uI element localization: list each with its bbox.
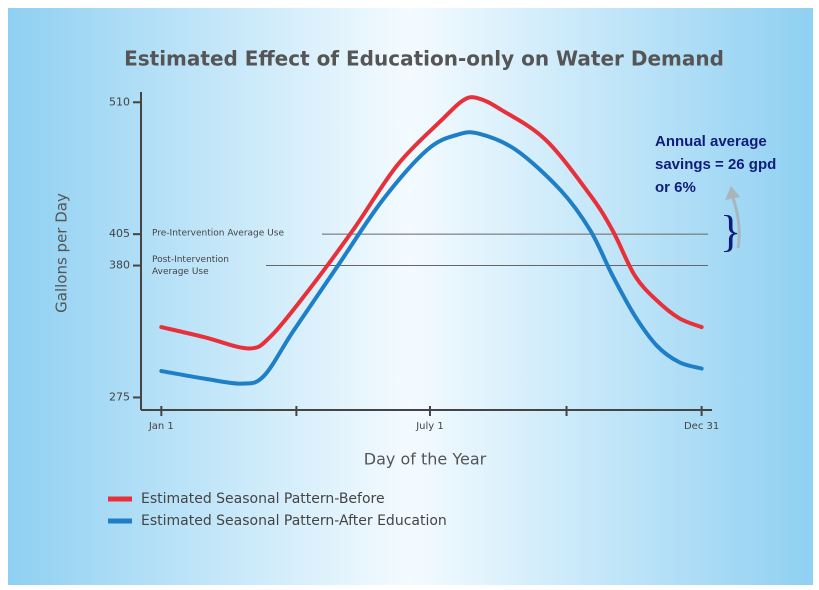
x-tick-label: July 1 <box>415 421 444 432</box>
annotation: savings = 26 gpd <box>655 156 776 173</box>
x-axis-label: Day of the Year <box>364 450 487 469</box>
series-line <box>159 95 704 351</box>
x-tick-label: Jan 1 <box>148 421 174 432</box>
series-line <box>159 130 704 386</box>
y-axis-label: Gallons per Day <box>53 193 71 313</box>
reference-label: Post-Intervention <box>152 255 229 265</box>
y-tick-label: 380 <box>109 259 130 272</box>
arrow-head <box>725 186 740 200</box>
annotation: or 6% <box>655 179 696 196</box>
y-tick-label: 275 <box>109 390 130 403</box>
legend-label: Estimated Seasonal Pattern-Before <box>141 491 385 507</box>
y-tick-label: 405 <box>109 227 130 240</box>
arrow <box>731 197 741 249</box>
legend-label: Estimated Seasonal Pattern-After Educati… <box>141 513 447 529</box>
y-tick-label: 510 <box>109 95 130 108</box>
annotation: Annual average <box>655 133 767 150</box>
brace: } <box>720 207 741 256</box>
reference-label: Average Use <box>152 267 209 277</box>
background <box>8 8 813 585</box>
reference-label: Pre-Intervention Average Use <box>152 229 284 239</box>
x-tick-label: Dec 31 <box>684 421 719 432</box>
chart-title: Estimated Effect of Education-only on Wa… <box>124 47 724 71</box>
